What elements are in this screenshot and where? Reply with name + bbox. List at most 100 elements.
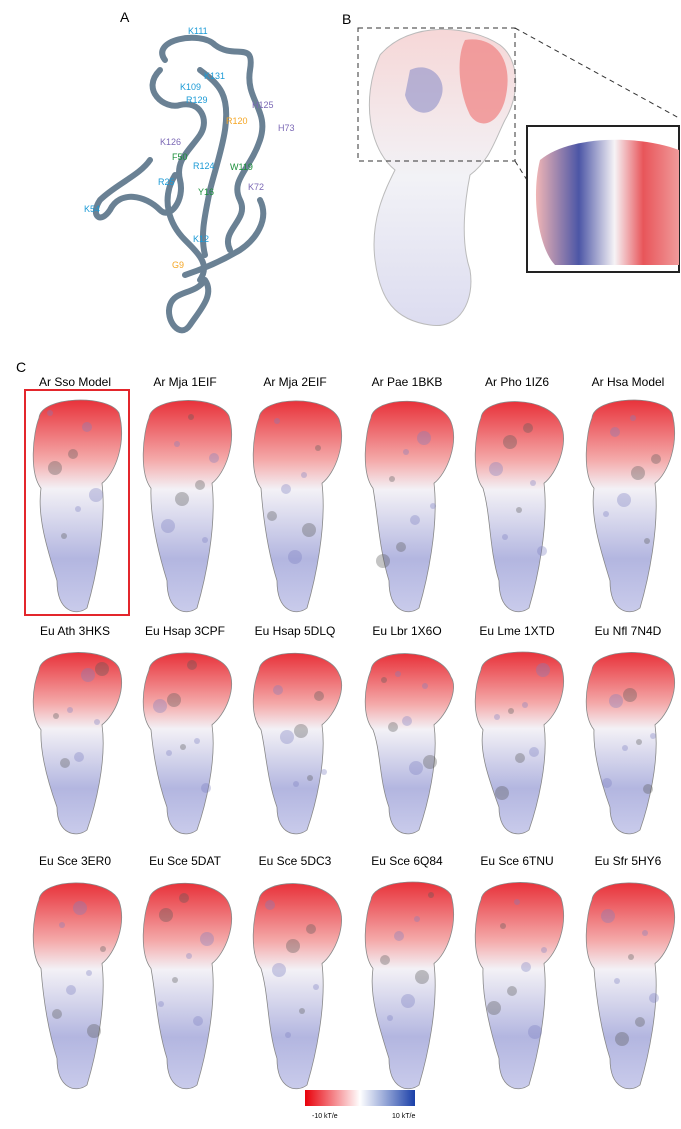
- surface-shade: [422, 683, 428, 689]
- surface-shade: [153, 699, 167, 713]
- model-title: Ar Sso Model: [39, 375, 111, 389]
- surface-shade: [623, 688, 637, 702]
- surface-shade: [265, 900, 275, 910]
- surface-shade: [423, 755, 437, 769]
- surface-shade: [87, 1024, 101, 1038]
- surface-shade: [94, 719, 100, 725]
- surface-shade: [602, 778, 612, 788]
- residue-label: W119: [230, 162, 253, 172]
- model-title: Eu Sce 6Q84: [371, 854, 443, 868]
- surface-shade: [180, 744, 186, 750]
- surface-shade: [523, 423, 533, 433]
- surface: [365, 882, 453, 1089]
- residue-label: K131: [204, 71, 225, 81]
- colorbar-min-label: -10 kT/e: [312, 1113, 338, 1120]
- surface-shade: [47, 410, 53, 416]
- surface-shade: [86, 970, 92, 976]
- surface-shade: [321, 769, 327, 775]
- model-title: Eu Sce 5DAT: [149, 854, 221, 868]
- surface-shade: [274, 418, 280, 424]
- surface-shade: [417, 431, 431, 445]
- surface-shade: [396, 542, 406, 552]
- surface-shade: [388, 722, 398, 732]
- surface-shade: [315, 445, 321, 451]
- surface-shade: [636, 739, 642, 745]
- residue-label: H73: [278, 123, 295, 133]
- surface-shade: [158, 1001, 164, 1007]
- surface: [33, 400, 121, 612]
- surface-shade: [167, 693, 181, 707]
- surface-shade: [395, 671, 401, 677]
- surface-shade: [307, 775, 313, 781]
- surface-shade: [529, 747, 539, 757]
- surface-shade: [285, 1032, 291, 1038]
- surface-shade: [610, 427, 620, 437]
- figure: A B C -10 kT/e 10 kT/e K111K109K131R129H…: [0, 0, 681, 1124]
- surface: [253, 401, 341, 612]
- surface-shade: [302, 523, 316, 537]
- surface-shade: [603, 511, 609, 517]
- surface-shade: [89, 488, 103, 502]
- surface-shade: [74, 752, 84, 762]
- surface-shade: [487, 1001, 501, 1015]
- residue-label: R124: [193, 161, 215, 171]
- surface-shade: [67, 707, 73, 713]
- surface-shade: [73, 901, 87, 915]
- surface-shade: [272, 963, 286, 977]
- surface-shade: [75, 506, 81, 512]
- surface-shade: [494, 714, 500, 720]
- surface-shade: [59, 922, 65, 928]
- surface-shade: [537, 546, 547, 556]
- surface-shade: [301, 472, 307, 478]
- surface: [365, 654, 453, 834]
- surface-shade: [414, 916, 420, 922]
- model-title: Eu Sce 6TNU: [480, 854, 553, 868]
- model-title: Eu Sce 3ER0: [39, 854, 111, 868]
- inset-surface: [536, 140, 679, 265]
- surface-shade: [402, 716, 412, 726]
- surface: [586, 652, 674, 833]
- residue-label: K109: [180, 82, 201, 92]
- surface-shade: [403, 449, 409, 455]
- surface-shade: [381, 677, 387, 683]
- surface-shade: [61, 533, 67, 539]
- model-title: Eu Sce 5DC3: [259, 854, 332, 868]
- surface-shade: [273, 685, 283, 695]
- zoom-line: [515, 161, 527, 180]
- surface-shade: [536, 663, 550, 677]
- surface-shade: [508, 708, 514, 714]
- surface-shade: [503, 435, 517, 449]
- residue-label: G9: [172, 260, 184, 270]
- surface-shade: [306, 924, 316, 934]
- model-title: Eu Nfl 7N4D: [595, 624, 662, 638]
- surface-shade: [202, 537, 208, 543]
- surface-shade: [489, 462, 503, 476]
- model-title: Eu Sfr 5HY6: [595, 854, 662, 868]
- surface-shade: [430, 503, 436, 509]
- surface-shade: [281, 484, 291, 494]
- model-title: Eu Lme 1XTD: [479, 624, 555, 638]
- residue-label: Y16: [198, 187, 214, 197]
- surface-shade: [541, 947, 547, 953]
- surface-shade: [159, 908, 173, 922]
- surface-shade: [631, 466, 645, 480]
- surface-shade: [175, 492, 189, 506]
- surface: [253, 884, 341, 1089]
- residue-label: H125: [252, 100, 274, 110]
- surface-shade: [394, 931, 404, 941]
- colorbar: [305, 1090, 415, 1106]
- surface-shade: [100, 946, 106, 952]
- surface-shade: [502, 534, 508, 540]
- surface-shade: [528, 1025, 542, 1039]
- residue-label: K111: [188, 26, 208, 36]
- panel-label: A: [120, 9, 130, 25]
- surface-shade: [614, 978, 620, 984]
- model-title: Ar Hsa Model: [592, 375, 665, 389]
- surface-shade: [500, 923, 506, 929]
- surface-shade: [68, 449, 78, 459]
- surface-shade: [635, 1017, 645, 1027]
- surface-shade: [415, 970, 429, 984]
- surface-shade: [521, 962, 531, 972]
- surface-shade: [387, 1015, 393, 1021]
- model-title: Eu Lbr 1X6O: [372, 624, 441, 638]
